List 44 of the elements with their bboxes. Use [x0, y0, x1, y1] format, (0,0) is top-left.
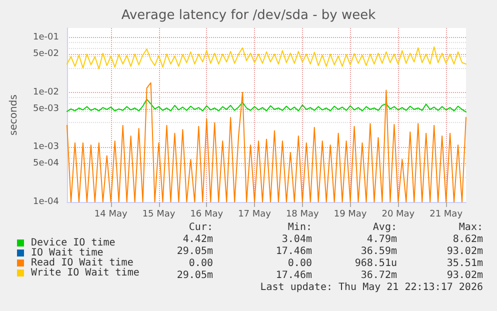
text: 968.51u — [354, 258, 397, 270]
text: 0.00 — [188, 258, 213, 270]
line-series — [66, 98, 466, 112]
x-tick-label: 16 May — [190, 210, 224, 220]
line-series — [66, 46, 466, 70]
x-tick-label: 18 May — [286, 210, 320, 220]
text: Cur: — [188, 222, 213, 234]
y-tick-label: 5e-02 — [33, 49, 59, 60]
text: 93.02m — [446, 270, 483, 282]
x-tick-label: 14 May — [94, 210, 128, 220]
legend-label: Write IO Wait time — [31, 268, 140, 278]
x-tick-label: 20 May — [382, 210, 416, 220]
text: 17.46m — [276, 246, 312, 258]
text: Min: — [288, 222, 312, 234]
text: 36.59m — [360, 246, 397, 258]
legend-label: IO Wait time — [31, 248, 104, 258]
x-tick-label: 21 May — [430, 210, 464, 220]
legend-label: Read IO Wait time — [31, 258, 134, 268]
x-tick-label: 15 May — [142, 210, 176, 220]
y-tick-label: 1e-01 — [33, 32, 59, 43]
text: Avg: — [372, 222, 397, 234]
text: 0.00 — [288, 258, 312, 270]
y-tick-label: 1e-02 — [33, 87, 59, 98]
text: 4.42m — [182, 234, 213, 246]
y-tick-label: 5e-04 — [33, 158, 60, 169]
text: 8.62m — [452, 234, 483, 246]
text: 93.02m — [446, 246, 483, 258]
text: 4.79m — [366, 234, 397, 246]
y-axis-title: seconds — [8, 94, 20, 136]
y-tick-label: 1e-03 — [33, 142, 59, 152]
text: 3.04m — [282, 234, 312, 246]
text: Max: — [458, 222, 483, 234]
text: 29.05m — [176, 246, 213, 258]
x-tick-label: 19 May — [334, 210, 368, 220]
y-tick-label: 1e-04 — [33, 197, 60, 207]
chart-title: Average latency for /dev/sda - by week — [121, 8, 376, 23]
x-tick-label: 17 May — [238, 210, 272, 220]
y-tick-label: 5e-03 — [33, 104, 59, 114]
text: Last update: Thu May 21 22:13:17 2026 — [260, 282, 483, 294]
text: 35.51m — [446, 258, 483, 270]
text: 29.05m — [176, 270, 213, 282]
text: 36.72m — [360, 270, 397, 282]
text: 17.46m — [276, 270, 312, 282]
legend-label: Device IO time — [31, 238, 116, 248]
